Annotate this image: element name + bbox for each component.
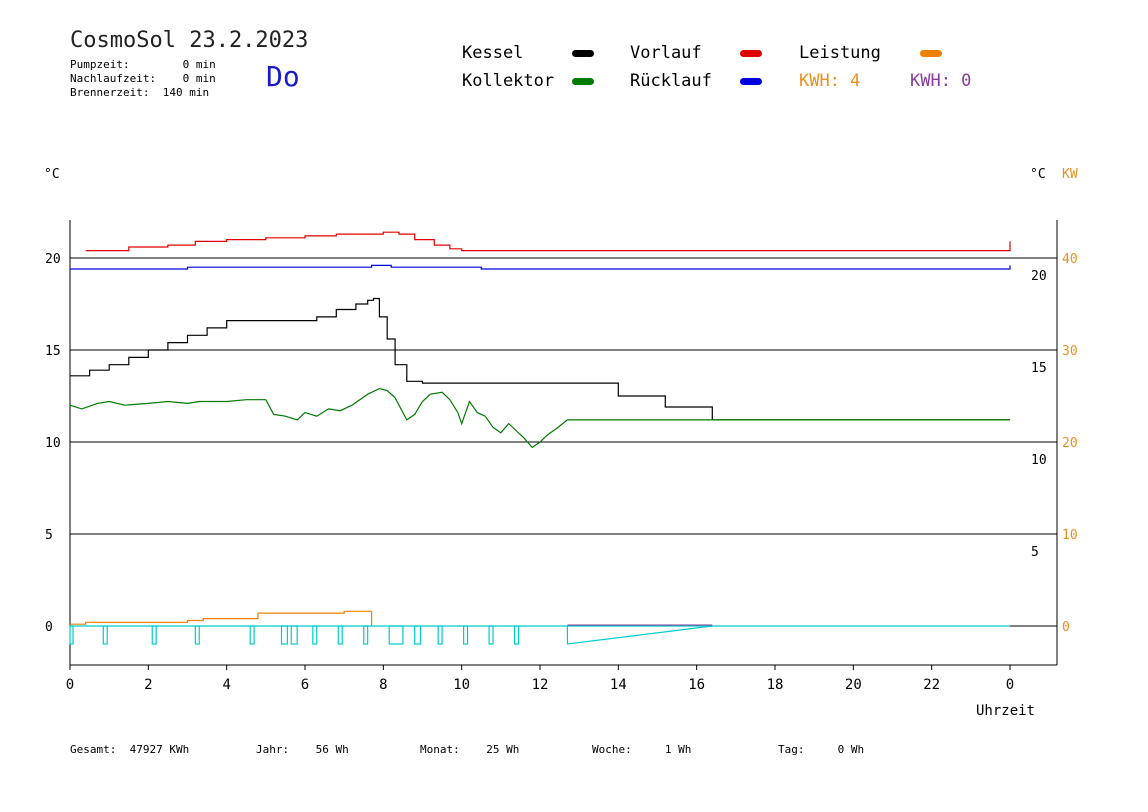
legend-ruecklauf-swatch (740, 78, 762, 85)
x-tick-label-2: 4 (222, 677, 230, 693)
legend-leistung-swatch (920, 50, 942, 57)
pump-pulse (69, 625, 74, 645)
x-axis-label: Uhrzeit (976, 703, 1035, 719)
footer-tag: Tag: 0 Wh (778, 743, 865, 756)
pump-pulse (194, 625, 200, 645)
pump-pulse (337, 625, 343, 645)
right-kw-tick-0: 0 (1062, 620, 1070, 635)
pump-pulse (249, 625, 255, 645)
x-tick-label-5: 10 (453, 677, 470, 693)
left-tick-15: 15 (45, 344, 61, 359)
pump-pulse (437, 625, 443, 645)
pump-pulse (151, 625, 157, 645)
x-tick-label-8: 16 (688, 677, 705, 693)
footer-jahr: Jahr: 56 Wh (256, 743, 349, 756)
x-tick-label-3: 6 (301, 677, 309, 693)
x-tick-label-1: 2 (144, 677, 152, 693)
legend-kollektor-label: Kollektor (462, 71, 555, 91)
series-layer (69, 231, 1011, 645)
pump-pulse (388, 625, 404, 645)
pump-pulse (280, 625, 288, 645)
page-title: CosmoSol 23.2.2023 (70, 28, 309, 53)
series-ruecklauf (70, 264, 1011, 270)
series-vorlauf (85, 231, 1011, 252)
legend-kwh-purple: KWH: 0 (910, 71, 972, 91)
pump-pulse (463, 625, 469, 645)
right-kw-tick-30: 30 (1062, 344, 1078, 359)
ticks-layer: 0 5 10 15 20 5 10 15 20 0 10 20 30 40 0 2 4 6 8 10 12 14 16 18 2… (45, 252, 1078, 693)
legend-ruecklauf-label: Rücklauf (630, 71, 712, 91)
series-leistung (70, 610, 373, 626)
legend-kessel-swatch (572, 50, 594, 57)
pump-pulse (488, 625, 494, 645)
series-kessel (70, 297, 1010, 421)
series-kollektor (69, 387, 1010, 449)
legend-vorlauf-swatch (740, 50, 762, 57)
pump-pulse (290, 625, 298, 645)
pump-pulse (414, 625, 422, 645)
pump-pulse (102, 625, 108, 645)
legend-kollektor-swatch (572, 78, 594, 85)
info-nachlaufzeit: Nachlaufzeit: 0 min (70, 72, 216, 85)
right-kw-tick-20: 20 (1062, 436, 1078, 451)
x-tick-label-11: 22 (923, 677, 940, 693)
right-c-tick-10: 10 (1031, 453, 1047, 468)
right-c-tick-5: 5 (1031, 545, 1039, 560)
x-tick-label-7: 14 (610, 677, 627, 693)
left-tick-20: 20 (45, 252, 61, 267)
footer-monat: Monat: 25 Wh (420, 743, 520, 756)
x-tick-label-9: 18 (767, 677, 784, 693)
info-pumpzeit: Pumpzeit: 0 min (70, 58, 216, 71)
legend-vorlauf-label: Vorlauf (630, 43, 702, 63)
x-tick-label-12: 0 (1006, 677, 1014, 693)
right-kw-tick-10: 10 (1062, 528, 1078, 543)
legend-kessel-label: Kessel (462, 43, 524, 63)
legend-kwh-orange: KWH: 4 (799, 71, 861, 91)
left-tick-5: 5 (45, 528, 53, 543)
pump-pulse (363, 625, 369, 645)
x-tick-label-4: 8 (379, 677, 387, 693)
grid-layer (69, 220, 1058, 666)
info-brennerzeit: Brennerzeit: 140 min (70, 86, 210, 99)
footer-gesamt: Gesamt: 47927 KWh (70, 743, 190, 756)
legend-leistung-label: Leistung (799, 43, 881, 63)
left-axis-unit: °C (44, 167, 60, 182)
pump-pulse (513, 625, 520, 645)
right-kw-tick-40: 40 (1062, 252, 1078, 267)
x-tick-label-6: 12 (532, 677, 549, 693)
right-axis-unit-c: °C (1030, 167, 1046, 182)
pump-pulse (312, 625, 318, 645)
right-c-tick-20: 20 (1031, 269, 1047, 284)
x-tick-label-0: 0 (66, 677, 74, 693)
left-tick-10: 10 (45, 436, 61, 451)
x-tick-label-10: 20 (845, 677, 862, 693)
pump-ramp (566, 625, 713, 645)
right-c-tick-15: 15 (1031, 361, 1047, 376)
left-tick-0: 0 (45, 620, 53, 635)
weekday-label: Do (266, 60, 300, 93)
right-axis-unit-kw: KW (1062, 167, 1078, 182)
footer-woche: Woche: 1 Wh (592, 743, 692, 756)
